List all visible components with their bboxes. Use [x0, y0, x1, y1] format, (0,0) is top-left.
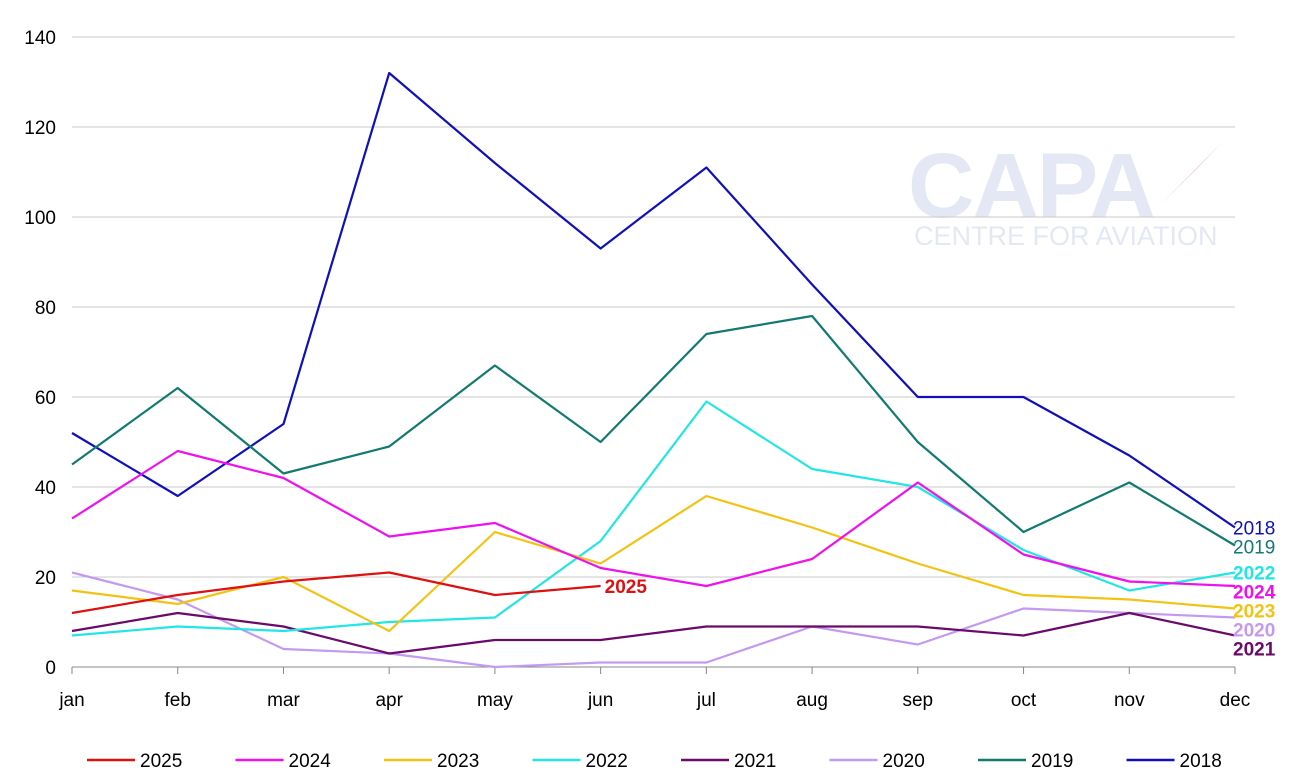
watermark-plane-icon — [1160, 142, 1222, 205]
watermark-brand: CAPA — [908, 135, 1154, 237]
series-line-2018 — [71, 71, 1236, 529]
series-end-label-2019: 2019 — [1233, 538, 1275, 559]
x-tick-label: oct — [1011, 690, 1037, 711]
capa-watermark: CAPA CENTRE FOR AVIATION — [908, 135, 1222, 251]
legend-label: 2023 — [437, 751, 479, 772]
legend-item-2018: 2018 — [1126, 751, 1222, 772]
legend-item-2024: 2024 — [235, 751, 332, 772]
x-tick-label: aug — [796, 690, 828, 711]
legend-label: 2018 — [1180, 751, 1222, 772]
y-tick-label: 20 — [35, 568, 56, 589]
legend-label: 2024 — [289, 751, 332, 772]
legend-item-2019: 2019 — [978, 751, 1073, 772]
watermark-tagline: CENTRE FOR AVIATION — [914, 221, 1218, 251]
legend-item-2022: 2022 — [532, 751, 628, 772]
series-lines — [71, 71, 1236, 669]
x-tick-label: jan — [58, 690, 84, 711]
series-end-label-2024: 2024 — [1233, 583, 1276, 604]
series-line-2023 — [71, 494, 1236, 633]
series-end-label-2018: 2018 — [1233, 519, 1275, 540]
series-end-label-2021: 2021 — [1233, 640, 1276, 661]
x-tick-label: dec — [1220, 690, 1251, 711]
series-end-label-2020: 2020 — [1233, 621, 1275, 642]
legend-label: 2020 — [883, 751, 925, 772]
y-tick-label: 140 — [24, 28, 56, 49]
legend-label: 2022 — [586, 751, 628, 772]
legend-label: 2021 — [734, 751, 776, 772]
series-end-label-2025: 2025 — [605, 577, 648, 598]
y-tick-label: 80 — [35, 298, 56, 319]
legend-item-2021: 2021 — [681, 751, 776, 772]
x-tick-label: jul — [696, 690, 716, 711]
x-tick-label: may — [477, 690, 513, 711]
x-tick-label: jun — [587, 690, 613, 711]
legend-label: 2025 — [140, 751, 182, 772]
y-tick-label: 100 — [24, 208, 56, 229]
x-tick-label: feb — [165, 690, 191, 711]
series-line-2022 — [71, 400, 1236, 637]
x-tick-label: sep — [902, 690, 933, 711]
series-end-label-2022: 2022 — [1233, 564, 1275, 585]
y-tick-label: 60 — [35, 388, 56, 409]
x-tick-label: apr — [375, 690, 403, 711]
y-tick-label: 120 — [24, 118, 56, 139]
series-line-2021 — [71, 611, 1236, 655]
series-line-2019 — [71, 314, 1236, 547]
legend-item-2020: 2020 — [829, 751, 925, 772]
y-tick-label: 40 — [35, 478, 56, 499]
series-line-2025 — [71, 571, 601, 615]
gridlines — [72, 36, 1235, 578]
legend-label: 2019 — [1031, 751, 1073, 772]
x-tick-label: mar — [267, 690, 300, 711]
legend-item-2023: 2023 — [384, 751, 479, 772]
axes: 0 20 40 60 80 100 120 140 jan feb mar apr may jun jul a… — [24, 28, 1250, 711]
series-line-2020 — [71, 571, 1236, 669]
y-tick-label: 0 — [45, 658, 56, 679]
legend-item-2025: 2025 — [87, 751, 182, 772]
x-tick-label: nov — [1114, 690, 1145, 711]
legend: 2025 2024 2023 2022 2021 2020 2019 2018 — [87, 751, 1222, 772]
series-end-label-2023: 2023 — [1233, 602, 1275, 623]
series-line-2024 — [71, 449, 1236, 588]
